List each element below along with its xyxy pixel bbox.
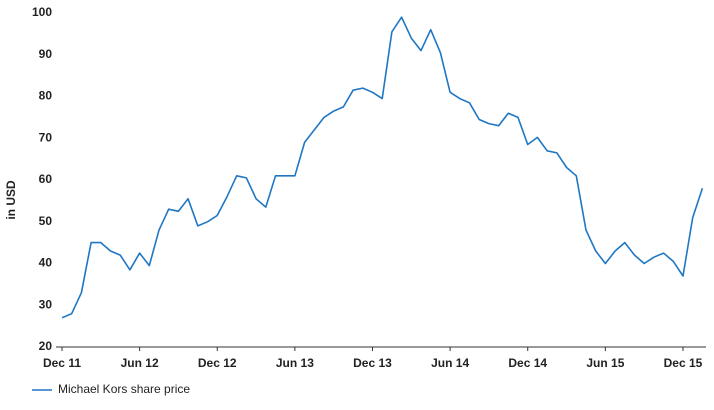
- y-axis-label: in USD: [4, 180, 18, 220]
- y-tick-label: 60: [39, 172, 53, 186]
- x-tick-label: Dec 14: [508, 356, 547, 370]
- y-tick-label: 40: [39, 256, 53, 270]
- y-tick-label: 20: [39, 339, 53, 353]
- x-tick-label: Dec 15: [664, 356, 703, 370]
- x-tick-label: Dec 12: [198, 356, 237, 370]
- price-line: [61, 16, 704, 319]
- x-tick-label: Jun 14: [431, 356, 469, 370]
- x-tick-label: Jun 12: [121, 356, 159, 370]
- y-tick-label: 70: [39, 130, 53, 144]
- y-tick-label: 90: [39, 47, 53, 61]
- x-tick-label: Dec 13: [353, 356, 392, 370]
- y-tick-label: 80: [39, 89, 53, 103]
- x-tick-label: Dec 11: [43, 356, 81, 370]
- y-tick-label: 30: [39, 297, 53, 311]
- legend-label: Michael Kors share price: [58, 382, 190, 396]
- x-tick-label: Jun 13: [276, 356, 314, 370]
- y-tick-label: 100: [32, 5, 52, 19]
- x-tick-label: Jun 15: [586, 356, 624, 370]
- y-tick-label: 50: [39, 214, 53, 228]
